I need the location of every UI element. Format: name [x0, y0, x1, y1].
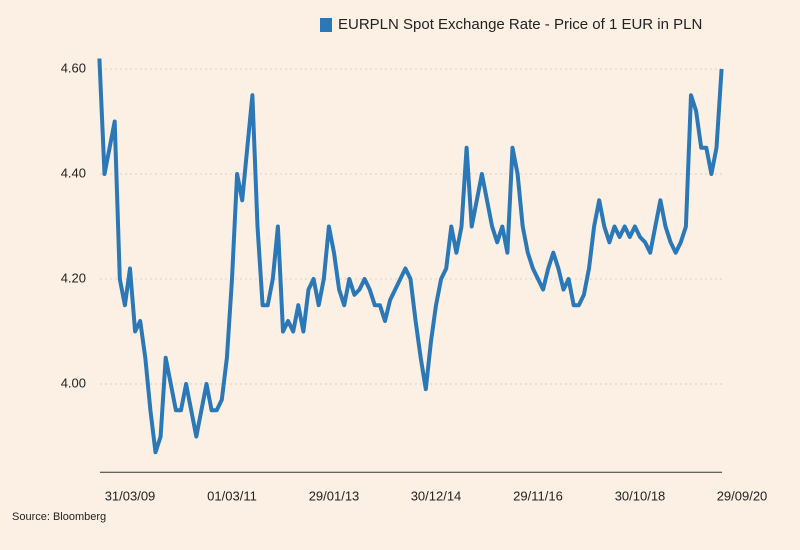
- x-tick-label: 29/01/13: [309, 488, 360, 503]
- y-tick-label: 4.20: [61, 270, 86, 285]
- legend-label: EURPLN Spot Exchange Rate - Price of 1 E…: [338, 16, 702, 33]
- x-tick-label: 01/03/11: [207, 488, 257, 503]
- series-line: [97, 58, 724, 455]
- y-tick-label: 4.40: [61, 165, 86, 180]
- legend-swatch: [320, 18, 332, 32]
- y-tick-label: 4.60: [61, 60, 86, 75]
- y-tick-label: 4.00: [61, 375, 86, 390]
- x-tick-label: 29/09/20: [717, 488, 768, 503]
- x-tick-label: 29/11/16: [513, 488, 563, 503]
- source: Source: Bloomberg: [12, 511, 106, 523]
- x-tick-label: 30/12/14: [411, 488, 462, 503]
- x-tick-label: 31/03/09: [105, 488, 156, 503]
- x-tick-label: 30/10/18: [615, 488, 666, 503]
